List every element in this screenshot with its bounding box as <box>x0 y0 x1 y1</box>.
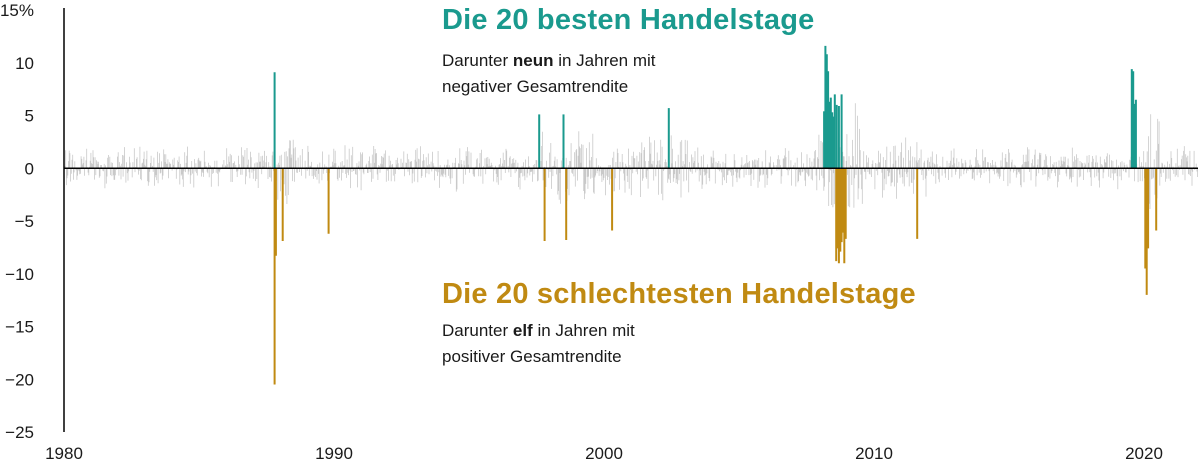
best-days-subtitle-line1: Darunter neun in Jahren mit <box>442 51 656 70</box>
x-tick-label: 1980 <box>45 444 83 463</box>
worst-days-subtitle-line1: Darunter elf in Jahren mit <box>442 321 635 340</box>
x-tick-label: 2010 <box>855 444 893 463</box>
y-tick-label: 5 <box>25 107 34 126</box>
y-tick-label: 15% <box>0 1 34 20</box>
best-days-subtitle: Darunter neun in Jahren mit negativer Ge… <box>442 48 656 100</box>
x-tick-label: 2000 <box>585 444 623 463</box>
worst-days-subtitle-line2: positiver Gesamtrendite <box>442 347 622 366</box>
x-tick-label: 2020 <box>1125 444 1163 463</box>
worst-days-subtitle: Darunter elf in Jahren mit positiver Ges… <box>442 318 635 370</box>
best-days-subtitle-line2: negativer Gesamtrendite <box>442 77 629 96</box>
y-tick-label: −10 <box>5 265 34 284</box>
y-tick-label: −25 <box>5 423 34 442</box>
daily-returns-background <box>64 103 1198 217</box>
y-tick-label: −20 <box>5 370 34 389</box>
y-tick-label: −5 <box>15 212 34 231</box>
y-tick-label: 0 <box>25 159 34 178</box>
worst-days-title: Die 20 schlechtesten Handelstage <box>442 278 916 310</box>
y-tick-label: −15 <box>5 318 34 337</box>
x-tick-label: 1990 <box>315 444 353 463</box>
best-days-title: Die 20 besten Handelstage <box>442 4 815 36</box>
y-tick-label: 10 <box>15 54 34 73</box>
